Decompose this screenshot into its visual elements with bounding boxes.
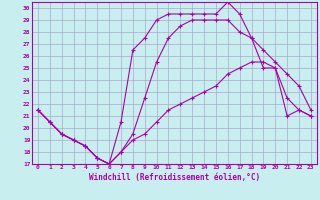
X-axis label: Windchill (Refroidissement éolien,°C): Windchill (Refroidissement éolien,°C)	[89, 173, 260, 182]
